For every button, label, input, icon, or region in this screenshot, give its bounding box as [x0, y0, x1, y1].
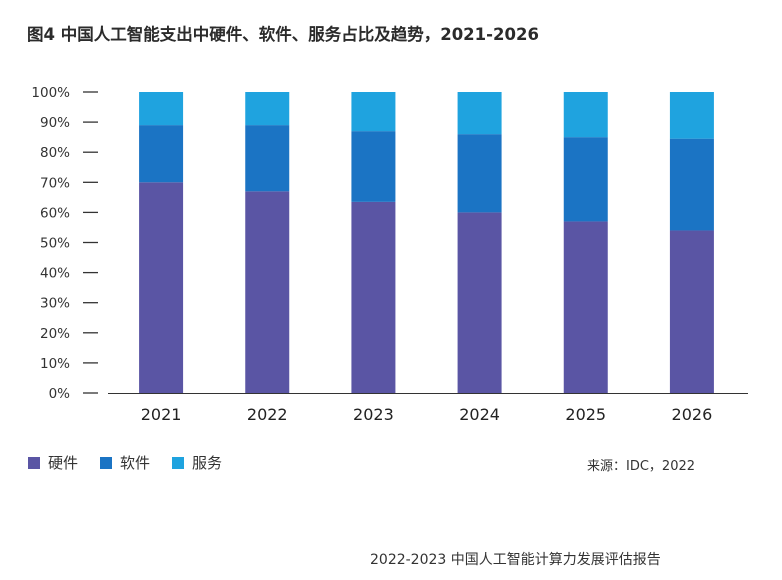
bar-software-2021 [139, 125, 184, 183]
y-tick-label: 80% [40, 145, 70, 161]
x-tick-label: 2025 [565, 405, 606, 424]
x-tick-label: 2023 [353, 405, 394, 424]
y-tick-label: 20% [40, 326, 70, 342]
x-tick-label: 2026 [672, 405, 713, 424]
y-tick-label: 60% [40, 205, 70, 221]
legend-swatch-software [100, 456, 113, 469]
legend-item-services: 服务 [172, 452, 222, 473]
y-tick-label: 50% [40, 236, 70, 252]
legend-item-software: 软件 [100, 452, 150, 473]
y-tick-label: 40% [40, 266, 70, 282]
bar-software-2023 [351, 131, 396, 202]
source-note: 来源：IDC，2022 [587, 459, 696, 474]
x-tick-label: 2021 [141, 405, 182, 424]
chart-title: 图4 中国人工智能支出中硬件、软件、服务占比及趋势，2021-2026 [27, 25, 539, 44]
bar-hardware-2025 [563, 221, 608, 393]
bar-software-2024 [457, 134, 502, 213]
y-tick-label: 70% [40, 175, 70, 191]
bar-software-2025 [563, 137, 608, 222]
bar-hardware-2024 [457, 212, 502, 393]
legend: 硬件 软件 服务 [28, 452, 222, 473]
x-tick-label: 2022 [247, 405, 288, 424]
legend-swatch-hardware [28, 456, 40, 469]
stacked-bar-chart: 0% 10% 20% 30% 40% 50% 60% 70% 80% 90% 100% 2021 202… [31, 85, 748, 424]
legend-label-hardware: 硬件 [48, 454, 79, 472]
bar-software-2026 [669, 138, 714, 231]
legend-label-software: 软件 [120, 454, 151, 472]
y-tick-label: 0% [49, 386, 71, 402]
bar-services-2025 [563, 92, 608, 138]
legend-item-hardware: 硬件 [28, 452, 78, 473]
y-tick-label: 100% [31, 85, 70, 101]
y-tick-label: 10% [40, 356, 70, 372]
bar-hardware-2023 [351, 201, 396, 393]
bar-services-2026 [669, 92, 714, 139]
bar-hardware-2022 [245, 191, 290, 393]
bar-software-2022 [245, 125, 290, 192]
bar-hardware-2021 [139, 182, 184, 393]
bar-services-2024 [457, 92, 502, 135]
y-tick-label: 30% [40, 296, 70, 312]
legend-swatch-services [172, 456, 185, 469]
bar-services-2023 [351, 92, 396, 132]
y-tick-label: 90% [40, 115, 70, 131]
x-tick-label: 2024 [459, 405, 500, 424]
bar-services-2021 [139, 92, 184, 126]
bar-hardware-2026 [669, 230, 714, 393]
legend-label-services: 服务 [192, 454, 223, 472]
bar-services-2022 [245, 92, 290, 126]
report-footer: 2022-2023 中国人工智能计算力发展评估报告 [370, 552, 661, 568]
